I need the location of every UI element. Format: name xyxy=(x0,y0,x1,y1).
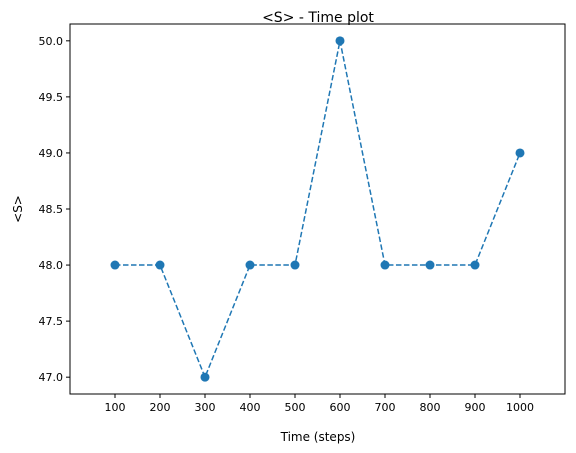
x-tick-label: 200 xyxy=(150,401,171,414)
y-tick-label: 50.0 xyxy=(39,35,64,48)
series-line xyxy=(115,40,521,380)
y-tick-label: 49.0 xyxy=(39,147,64,160)
x-tick-label: 1000 xyxy=(506,401,534,414)
chart-title: <S> - Time plot xyxy=(262,10,374,26)
x-tick-label: 100 xyxy=(105,401,126,414)
data-point xyxy=(155,260,165,270)
y-tick-label: 47.5 xyxy=(39,315,64,328)
x-tick-label: 700 xyxy=(375,401,396,414)
data-point xyxy=(110,260,120,270)
data-point xyxy=(515,148,525,158)
data-point xyxy=(425,260,435,270)
data-point xyxy=(335,36,345,46)
y-tick-label: 48.5 xyxy=(39,203,64,216)
y-tick-label: 49.5 xyxy=(39,91,64,104)
y-tick-label: 48.0 xyxy=(39,259,64,272)
x-tick-label: 300 xyxy=(195,401,216,414)
x-tick-label: 500 xyxy=(285,401,306,414)
data-point xyxy=(200,372,210,382)
x-axis-label: Time (steps) xyxy=(280,430,356,444)
plot-frame xyxy=(69,23,566,395)
data-point xyxy=(470,260,480,270)
x-tick-label: 600 xyxy=(330,401,351,414)
data-point xyxy=(380,260,390,270)
y-axis-label: <S> xyxy=(11,195,25,223)
x-tick-label: 800 xyxy=(420,401,441,414)
data-point xyxy=(245,260,255,270)
y-tick-label: 47.0 xyxy=(39,371,64,384)
x-tick-label: 400 xyxy=(240,401,261,414)
x-tick-label: 900 xyxy=(465,401,486,414)
data-point xyxy=(290,260,300,270)
